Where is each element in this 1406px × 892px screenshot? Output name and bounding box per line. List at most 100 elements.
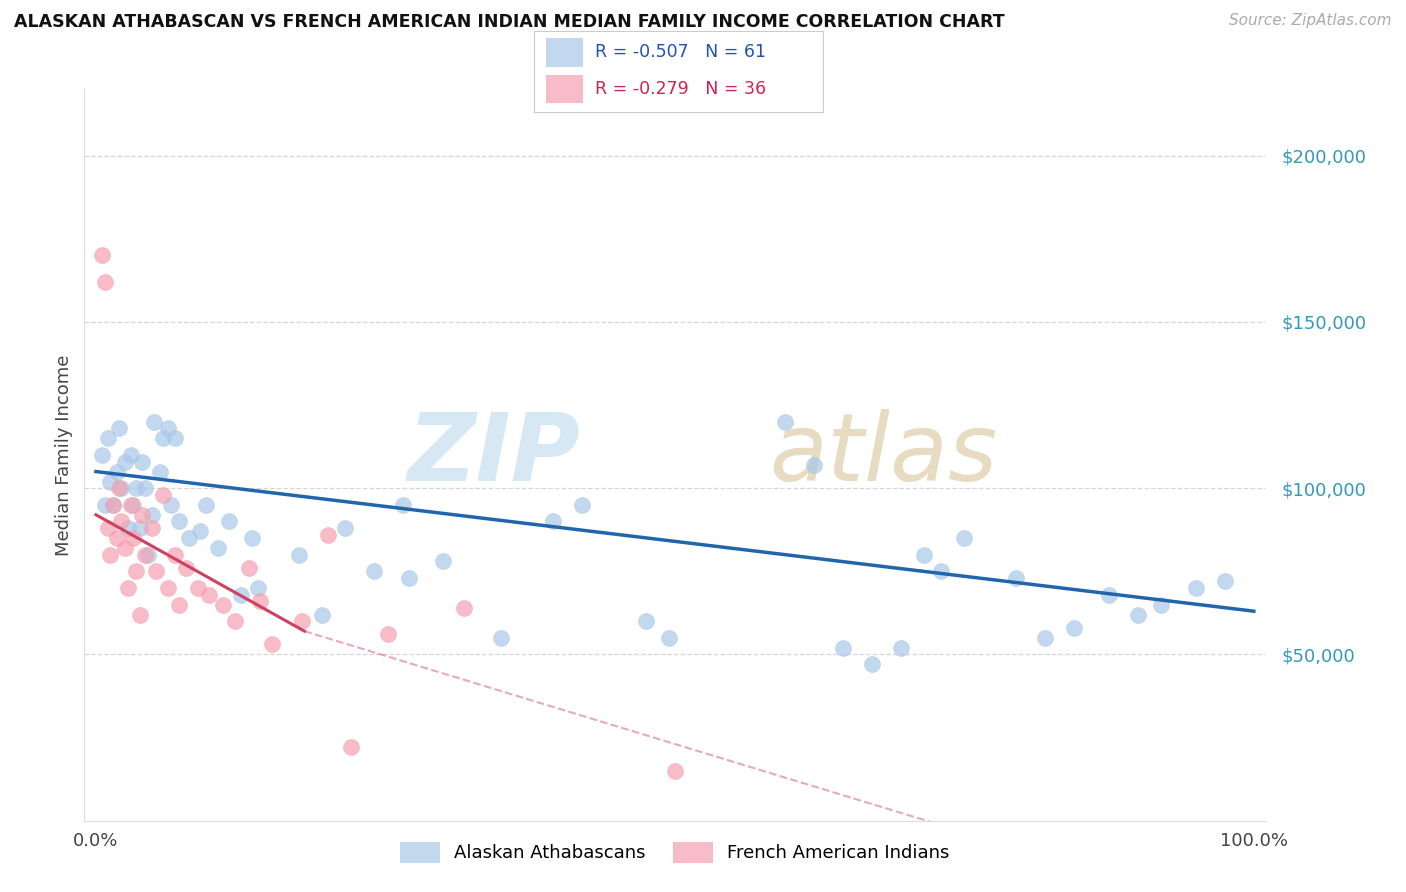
Point	[198, 588, 221, 602]
Point	[142, 415, 165, 429]
Point	[141, 521, 163, 535]
Point	[890, 640, 912, 655]
Point	[125, 481, 148, 495]
Point	[1063, 621, 1085, 635]
Point	[131, 454, 153, 468]
Point	[453, 600, 475, 615]
Point	[339, 740, 361, 755]
Point	[377, 627, 399, 641]
Point	[163, 431, 186, 445]
Point	[96, 431, 118, 445]
Point	[169, 598, 191, 612]
Point	[664, 764, 686, 778]
Point	[156, 581, 179, 595]
Point	[188, 524, 211, 539]
Point	[122, 498, 145, 512]
Point	[105, 531, 128, 545]
Point	[149, 465, 172, 479]
Text: R = -0.507   N = 61: R = -0.507 N = 61	[595, 43, 766, 61]
Point	[1035, 631, 1057, 645]
Point	[953, 531, 976, 545]
Point	[363, 564, 385, 578]
Point	[224, 614, 246, 628]
Point	[773, 415, 796, 429]
Point	[287, 548, 309, 562]
Bar	[546, 76, 583, 103]
Point	[194, 498, 217, 512]
Point	[117, 521, 139, 535]
Point	[141, 508, 163, 522]
Legend: Alaskan Athabascans, French American Indians: Alaskan Athabascans, French American Ind…	[394, 835, 956, 870]
Point	[177, 531, 200, 545]
Point	[291, 614, 314, 628]
Point	[103, 498, 125, 512]
Point	[108, 421, 131, 435]
Point	[134, 481, 156, 495]
Point	[333, 521, 356, 535]
Point	[260, 637, 283, 651]
Point	[249, 594, 271, 608]
Point	[831, 640, 853, 655]
Point	[90, 248, 112, 262]
Text: ZIP: ZIP	[408, 409, 581, 501]
Point	[174, 561, 197, 575]
Point	[432, 554, 454, 568]
Point	[114, 541, 136, 555]
Point	[110, 481, 132, 495]
Text: atlas: atlas	[769, 409, 998, 500]
Point	[152, 488, 174, 502]
Point	[207, 541, 229, 555]
Point	[1150, 598, 1173, 612]
Y-axis label: Median Family Income: Median Family Income	[55, 354, 73, 556]
Text: ALASKAN ATHABASCAN VS FRENCH AMERICAN INDIAN MEDIAN FAMILY INCOME CORRELATION CH: ALASKAN ATHABASCAN VS FRENCH AMERICAN IN…	[14, 13, 1005, 31]
Point	[114, 454, 136, 468]
Point	[218, 515, 240, 529]
Point	[122, 531, 145, 545]
Point	[803, 458, 825, 472]
Point	[120, 448, 142, 462]
Point	[117, 581, 139, 595]
Text: Source: ZipAtlas.com: Source: ZipAtlas.com	[1229, 13, 1392, 29]
Point	[136, 548, 159, 562]
Point	[247, 581, 270, 595]
Point	[152, 431, 174, 445]
Point	[120, 498, 142, 512]
Point	[543, 515, 565, 529]
Point	[1098, 588, 1121, 602]
Point	[634, 614, 657, 628]
Point	[163, 548, 186, 562]
Point	[240, 531, 263, 545]
Point	[187, 581, 209, 595]
Point	[1005, 571, 1028, 585]
Point	[129, 607, 152, 622]
Point	[316, 527, 339, 541]
Point	[134, 548, 156, 562]
Point	[912, 548, 935, 562]
Point	[98, 548, 121, 562]
Point	[129, 521, 152, 535]
Point	[105, 465, 128, 479]
Point	[238, 561, 260, 575]
Point	[489, 631, 512, 645]
Point	[311, 607, 333, 622]
Point	[94, 275, 117, 289]
Point	[108, 481, 131, 495]
Point	[860, 657, 883, 672]
Point	[1185, 581, 1208, 595]
Point	[169, 515, 191, 529]
Point	[398, 571, 420, 585]
Point	[1213, 574, 1236, 589]
Point	[160, 498, 183, 512]
Point	[131, 508, 153, 522]
Point	[125, 564, 148, 578]
Point	[212, 598, 235, 612]
Point	[391, 498, 413, 512]
Point	[658, 631, 681, 645]
Bar	[546, 38, 583, 67]
Point	[103, 498, 125, 512]
Text: R = -0.279   N = 36: R = -0.279 N = 36	[595, 80, 766, 98]
Point	[571, 498, 593, 512]
Point	[96, 521, 118, 535]
Point	[145, 564, 167, 578]
Point	[929, 564, 952, 578]
